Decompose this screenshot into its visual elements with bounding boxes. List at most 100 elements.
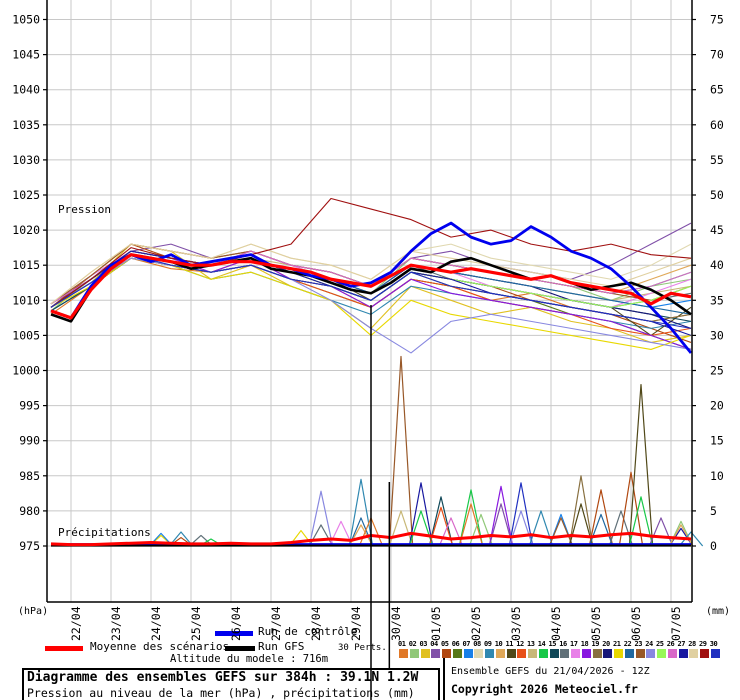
gfs-run-label: Run GFS [258,640,305,653]
pert-color-swatch [614,649,623,658]
perts-count-label: 30 Perts. [338,643,387,653]
right-tick-label: 5 [710,504,717,518]
precip-spike [568,503,594,547]
pert-number: 23 [634,640,643,648]
precip-spike [508,482,534,547]
left-tick-label: 1035 [12,118,40,132]
precip-spike [308,524,334,547]
footer-title-box [22,668,440,700]
run-info: Ensemble GEFS du 21/04/2026 - 12Z [451,666,650,677]
perturbation-pressure-line [50,243,692,305]
pert-color-swatch [420,649,430,658]
pert-number: 03 [419,640,428,648]
pert-number: 26 [666,640,675,648]
precip-spike [348,517,374,547]
pert-number: 30 [709,640,718,648]
pert-color-swatch [603,649,613,658]
pert-color-swatch [485,649,494,658]
model-altitude-label: Altitude du modele : 716m [170,653,329,665]
precip-spike [488,485,514,547]
x-axis-label: 05/05 [589,606,603,641]
precip-spike [668,527,694,547]
precip-spike [628,383,654,547]
perturbation-pressure-line [50,243,692,305]
precip-spike [388,510,414,547]
pert-number: 18 [580,640,589,648]
gfs-pressure-line [50,253,692,323]
left-tick-label: 1045 [12,48,40,62]
pert-color-swatch [463,649,473,658]
pert-color-swatch [549,649,559,658]
perturbation-pressure-line [50,250,692,308]
precip-spike [148,532,174,547]
perturbation-pressure-line [50,257,692,350]
precip-spike [428,496,454,547]
pert-number: 10 [494,640,503,648]
perturbation-pressure-line [50,257,692,336]
ensemble-mean-swatch [45,646,83,651]
precip-spike [168,531,194,547]
left-tick-label: 1010 [12,293,40,307]
pert-color-swatch [657,649,666,658]
x-axis-label: 23/04 [109,606,123,641]
pert-number: 04 [430,640,438,648]
left-tick-label: 985 [19,469,40,483]
pert-number: 21 [613,640,621,648]
perturbation-pressure-line [50,243,692,343]
pert-number: 06 [451,640,460,648]
pert-color-swatch [571,649,580,658]
control-run-swatch [215,631,253,636]
left-tick-label: 990 [19,434,40,448]
right-tick-label: 30 [710,328,724,342]
pert-number: 29 [699,640,707,648]
precip-spike [458,489,484,547]
pert-number: 16 [559,640,567,648]
pert-number: 28 [688,640,696,648]
precip-spike [548,513,574,547]
right-tick-label: 35 [710,293,724,307]
precip-spike [458,503,484,547]
perturbation-pressure-line [50,257,692,322]
pert-color-swatch [506,649,516,658]
precip-spike [568,475,594,547]
control-run-label: Run de contrôle [258,625,358,638]
perturbation-pressure-line [50,250,692,305]
precip-spike [188,534,214,547]
x-axis-label: 02/05 [469,606,483,641]
precip-spike [528,510,554,547]
x-axis-label: 24/04 [149,606,163,641]
precip-spike [628,496,654,547]
precipitation-zone-label: Précipitations [58,526,151,539]
perturbation-pressure-line [50,250,692,308]
precip-spike [348,478,374,547]
precip-spike [588,513,614,547]
pert-color-swatch [442,649,451,658]
x-axis-label: 30/04 [389,606,403,641]
left-tick-label: 1030 [12,153,40,167]
pert-number: 22 [623,640,632,648]
pert-color-swatch [560,649,570,658]
right-tick-label: 25 [710,364,724,378]
pert-number: 08 [473,640,481,648]
pert-color-swatch [538,649,548,658]
perturbation-pressure-line [50,250,692,308]
left-tick-label: 1005 [12,328,40,342]
right-tick-label: 45 [710,223,724,237]
perturbation-pressure-line [50,250,692,315]
precip-spike [408,482,434,547]
pert-number: 13 [527,640,535,648]
left-tick-label: 1050 [12,13,40,27]
control-pressure-line [50,221,693,354]
x-axis-label: 03/05 [509,606,523,641]
precip-spike [199,538,223,547]
pert-color-swatch [710,649,720,658]
diagram-title: Diagramme des ensembles GEFS sur 384h : … [27,670,419,685]
x-axis-label: 22/04 [69,606,83,641]
right-tick-label: 70 [710,48,724,62]
perturbation-pressure-line [50,250,692,336]
perturbation-pressure-line [50,243,692,343]
precip-spike [308,490,334,547]
left-axis-unit: (hPa) [18,606,49,617]
perturbation-pressure-line [50,254,692,329]
